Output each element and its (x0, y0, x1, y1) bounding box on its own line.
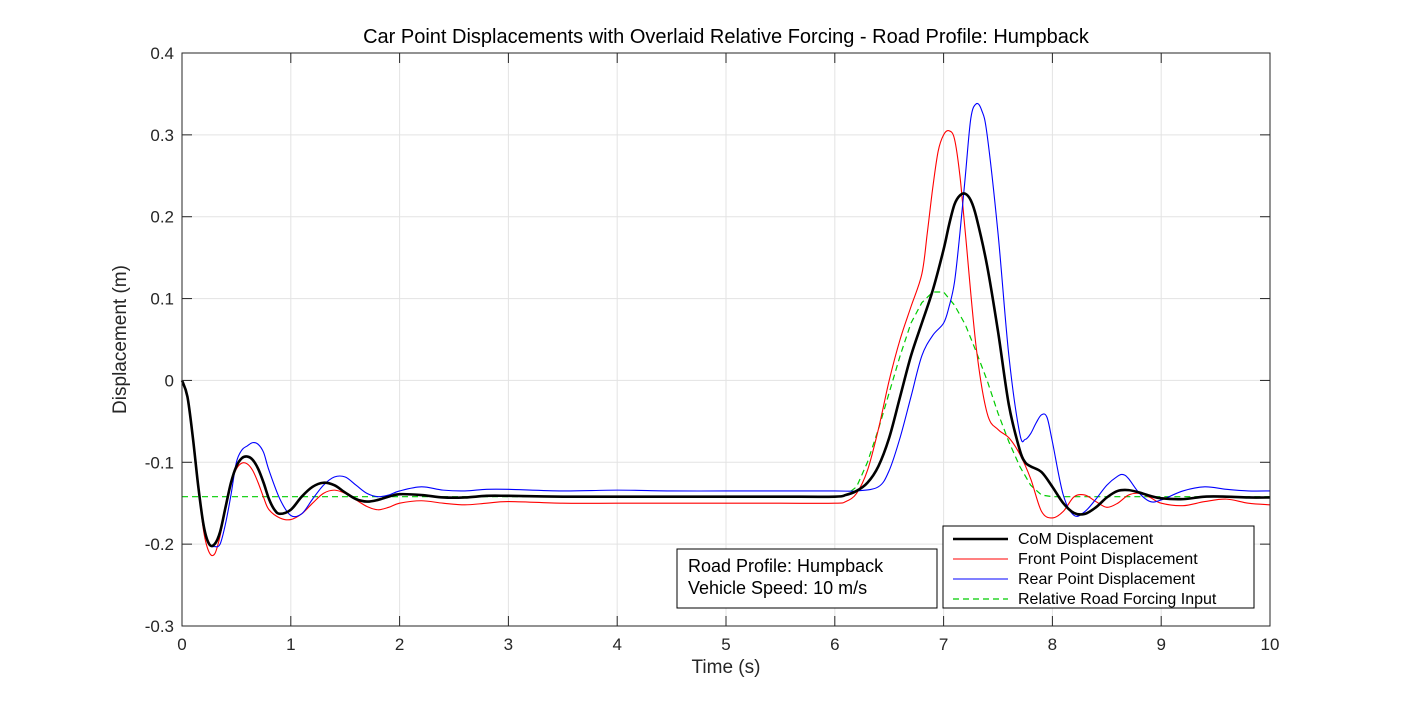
legend-label-rear: Rear Point Displacement (1018, 571, 1196, 588)
y-tick-label: -0.2 (145, 535, 174, 554)
chart-title: Car Point Displacements with Overlaid Re… (363, 26, 1090, 48)
legend-label-forcing: Relative Road Forcing Input (1018, 591, 1217, 608)
x-tick-label: 9 (1156, 635, 1165, 654)
x-tick-label: 1 (286, 635, 295, 654)
x-tick-label: 2 (395, 635, 404, 654)
x-tick-label: 8 (1048, 635, 1057, 654)
x-tick-label: 7 (939, 635, 948, 654)
x-tick-label: 0 (177, 635, 186, 654)
y-tick-label: 0.1 (150, 290, 174, 309)
y-tick-label: 0.2 (150, 208, 174, 227)
y-tick-label: 0.3 (150, 126, 174, 145)
series-com-displacement (180, 192, 1271, 548)
legend-label-com: CoM Displacement (1018, 531, 1154, 548)
y-tick-label: -0.1 (145, 453, 174, 472)
legend: CoM Displacement Front Point Displacemen… (942, 525, 1255, 609)
y-axis-label: Displacement (m) (110, 265, 131, 414)
annotation-frame (676, 548, 938, 609)
x-tick-label: 6 (830, 635, 839, 654)
series-relative-road-forcing (182, 291, 1270, 498)
y-tick-label: 0.4 (150, 44, 174, 63)
x-axis-label: Time (s) (692, 657, 761, 678)
y-tick-label: -0.3 (145, 617, 174, 636)
y-tick-label: 0 (165, 371, 174, 390)
x-tick-label: 3 (504, 635, 513, 654)
series-front-point-displacement (181, 130, 1271, 557)
annotation-vehicle-speed: Vehicle Speed: 10 m/s (688, 578, 867, 598)
x-tick-label: 5 (721, 635, 730, 654)
ticks: 0 1 2 3 4 5 6 7 8 9 10 -0.3 -0.2 -0.1 0 0.1 0.2 0.3 0.4 (145, 44, 1280, 654)
annotation-road-profile: Road Profile: Humpback (688, 556, 884, 576)
annotation-box: Road Profile: Humpback Vehicle Speed: 10… (676, 548, 938, 609)
data-series (180, 102, 1271, 557)
x-tick-label: 10 (1261, 635, 1280, 654)
legend-label-front: Front Point Displacement (1018, 551, 1198, 568)
x-tick-label: 4 (612, 635, 621, 654)
